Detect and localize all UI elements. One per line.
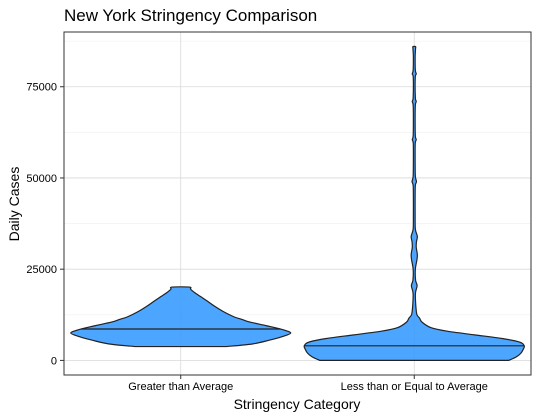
y-tick-label: 25000 <box>26 264 57 276</box>
x-tick-label: Greater than Average <box>128 381 233 393</box>
y-tick-label: 50000 <box>26 173 57 185</box>
violin-2 <box>303 45 525 361</box>
x-axis-label: Stringency Category <box>234 396 361 412</box>
y-tick-label: 75000 <box>26 82 57 94</box>
y-axis-label: Daily Cases <box>6 167 22 242</box>
violins <box>70 45 525 361</box>
axes: 0 25000 50000 75000 Greater than Average Less… <box>26 82 487 393</box>
chart-title: New York Stringency Comparison <box>64 6 317 25</box>
x-tick-label: Less than or Equal to Average <box>341 381 488 393</box>
violin-1 <box>70 286 292 348</box>
y-tick-label: 0 <box>51 355 57 367</box>
plot-panel-border <box>63 31 532 376</box>
